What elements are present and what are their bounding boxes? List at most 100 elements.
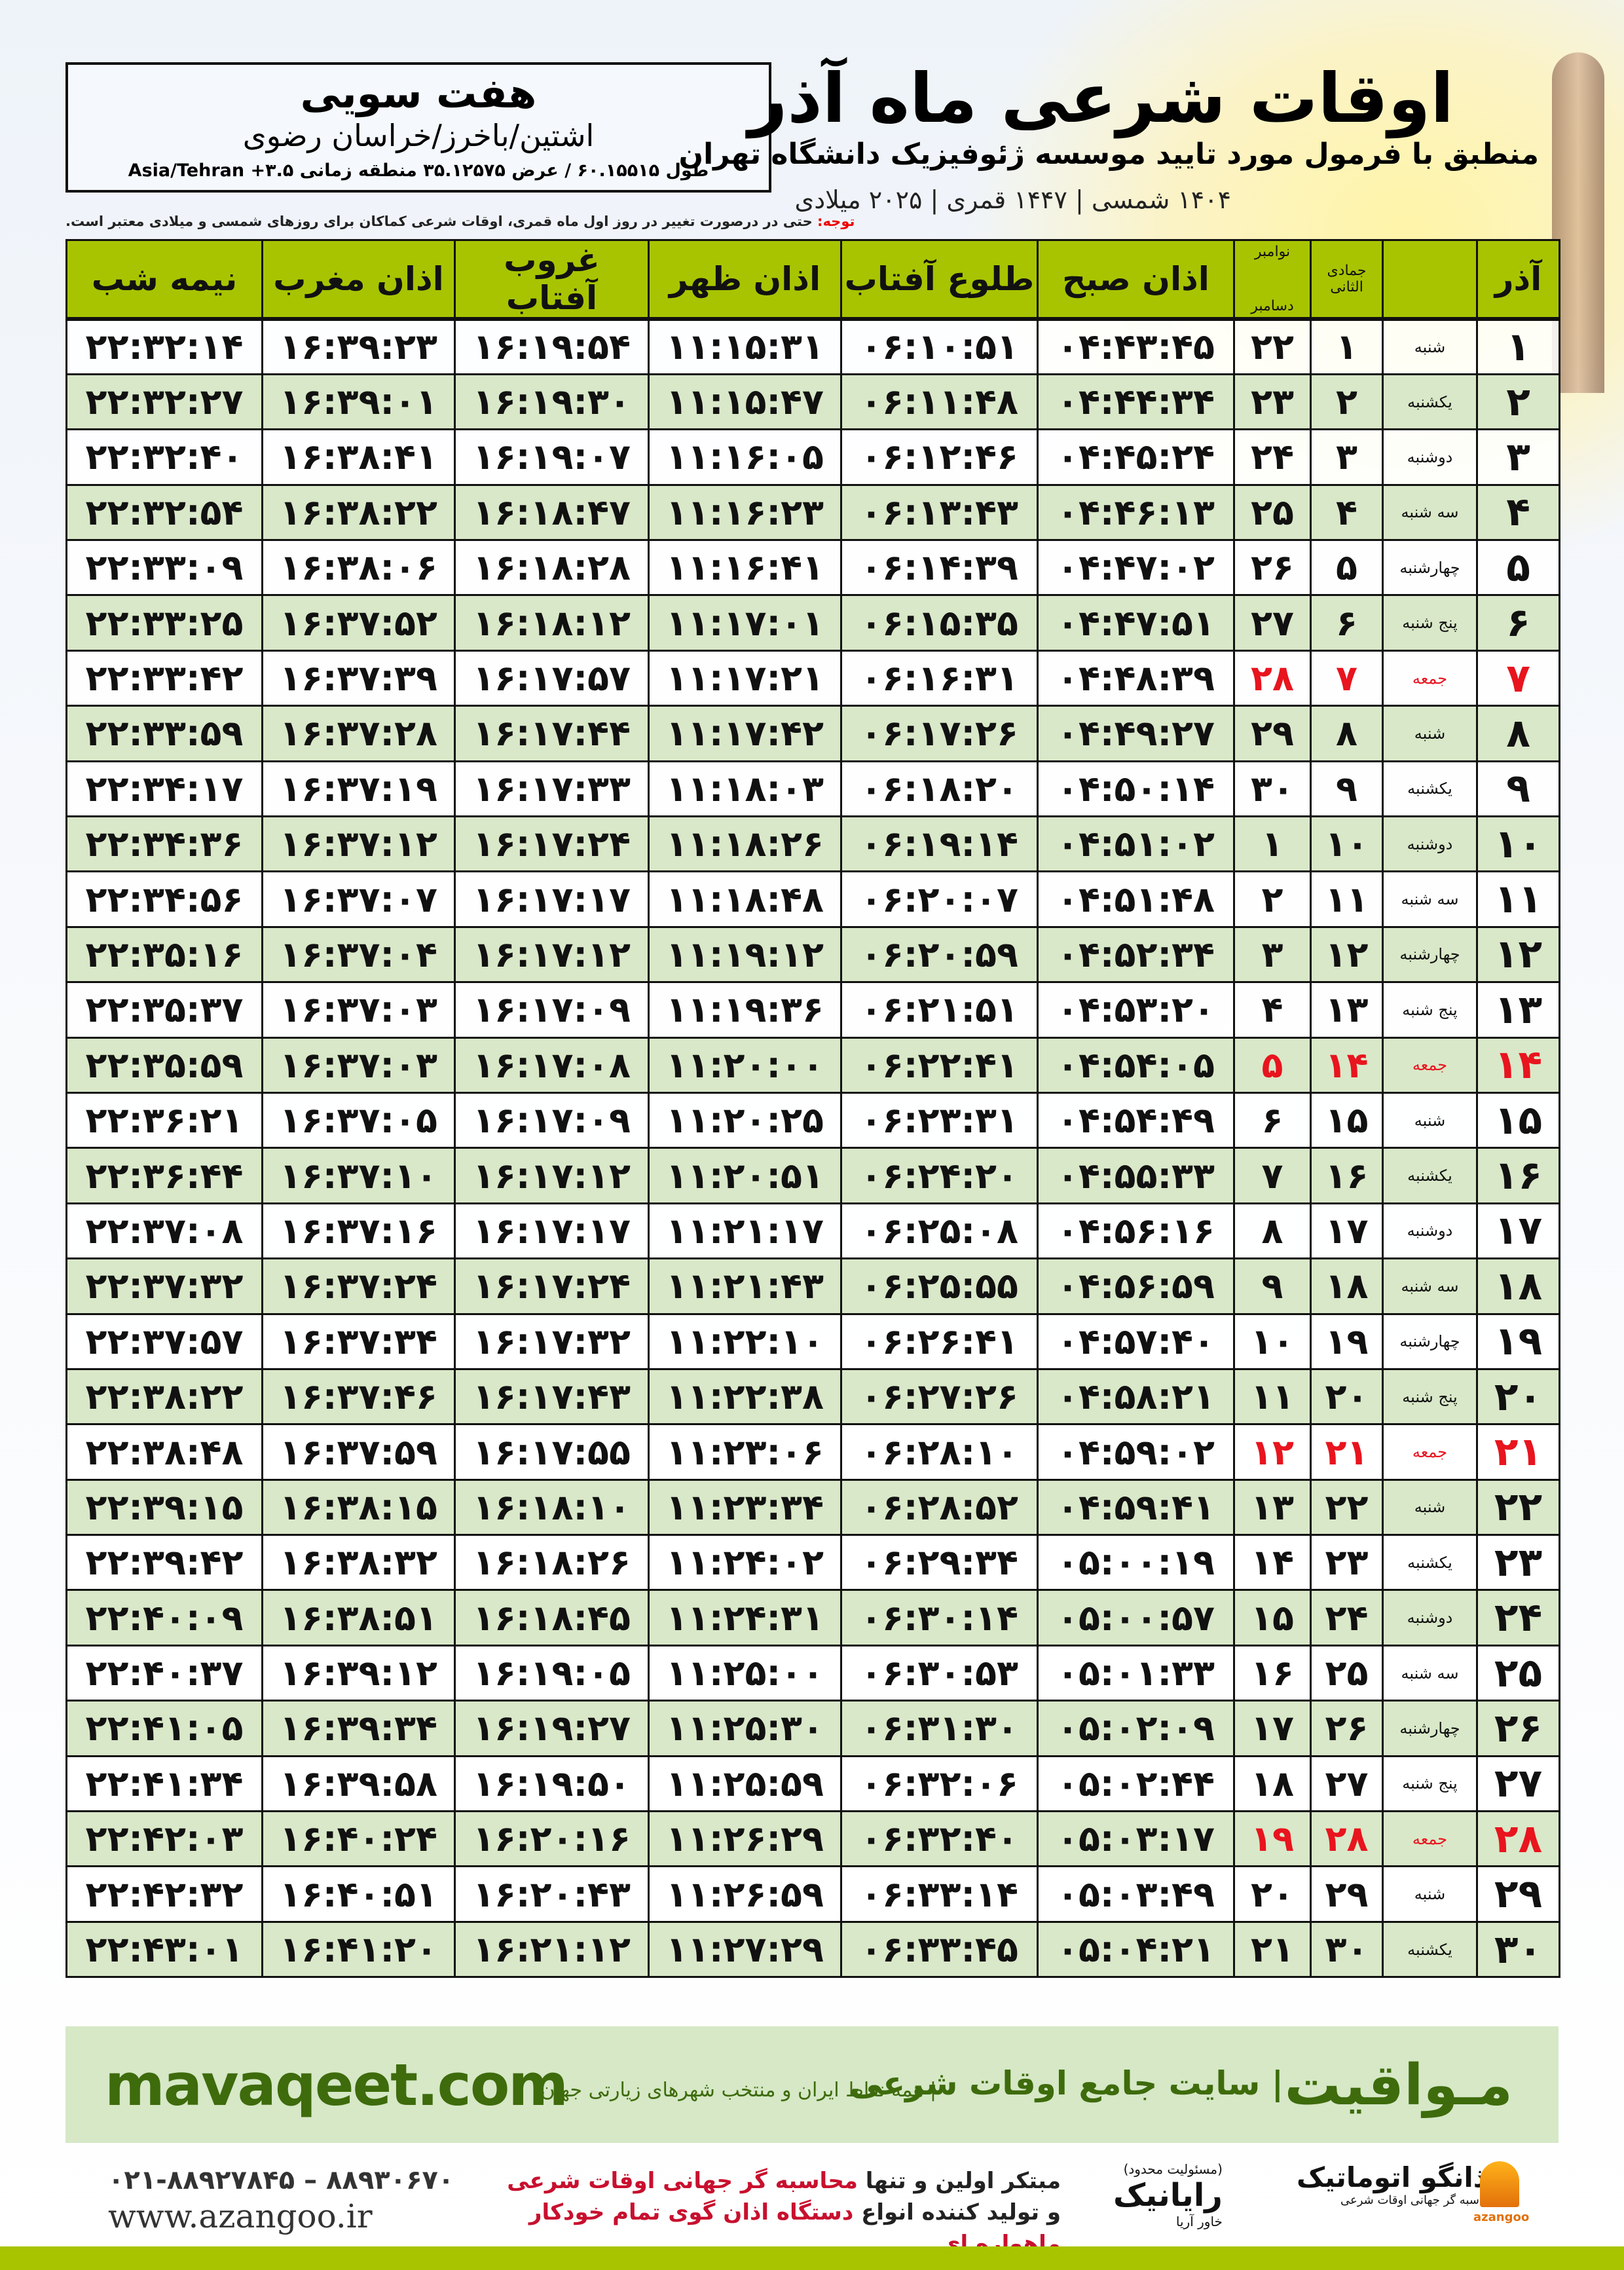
cell-midnight: ۲۲:۳۹:۴۲ [65,1534,263,1591]
cell-fajr: ۰۴:۵۱:۴۸ [1037,870,1235,928]
cell-maghrib: ۱۶:۳۷:۰۵ [261,1091,456,1149]
cell-fajr: ۰۴:۴۸:۳۹ [1037,649,1235,707]
cell-weekday: یکشنبه [1382,373,1478,431]
promo-text: مبتکر اولین و تنها محاسبه گر جهانی اوقات… [491,2165,1061,2260]
mavaqeet-subline: | همه نقاط ایران و منتخب شهرهای زیارتی ج… [540,2079,936,2102]
table-row: ۲۲ شنبه ۲۲ ۱۳ ۰۴:۵۹:۴۱ ۰۶:۲۸:۵۲ ۱۱:۲۳:۳۴ ۱۶:۱۸:… [65,1478,1560,1536]
cell-maghrib: ۱۶:۳۷:۱۹ [261,760,456,818]
cell-gregorian: ۱۸ [1233,1755,1312,1813]
header-gregorian: نوامبر دسامبر [1233,239,1312,321]
cell-sunset: ۱۶:۱۷:۳۳ [454,760,650,818]
cell-dhuhr: ۱۱:۱۷:۰۱ [648,594,842,652]
cell-sunset: ۱۶:۱۷:۵۵ [454,1423,650,1481]
cell-day: ۱۵ [1476,1091,1560,1149]
cell-dhuhr: ۱۱:۲۴:۳۱ [648,1589,842,1647]
cell-midnight: ۲۲:۴۱:۰۵ [65,1700,263,1757]
cell-gregorian: ۹ [1233,1257,1312,1315]
cell-weekday: چهارشنبه [1382,1312,1478,1370]
table-row: ۷ جمعه ۷ ۲۸ ۰۴:۴۸:۳۹ ۰۶:۱۶:۳۱ ۱۱:۱۷:۲۱ ۱۶:۱۷:۵۷… [65,649,1560,707]
cell-day: ۲۲ [1476,1478,1560,1536]
table-row: ۲۴ دوشنبه ۲۴ ۱۵ ۰۵:۰۰:۵۷ ۰۶:۳۰:۱۴ ۱۱:۲۴:۳۱ ۱۶:۱… [65,1589,1560,1647]
cell-gregorian: ۶ [1233,1091,1312,1149]
cell-maghrib: ۱۶:۳۸:۱۵ [261,1478,456,1536]
cell-midnight: ۲۲:۳۸:۴۸ [65,1423,263,1481]
cell-gregorian: ۳ [1233,925,1312,984]
cell-midnight: ۲۲:۳۶:۲۱ [65,1091,263,1149]
cell-hijri: ۲۸ [1310,1810,1384,1868]
cell-sunset: ۱۶:۱۷:۱۲ [454,925,650,984]
cell-weekday: یکشنبه [1382,760,1478,818]
cell-hijri: ۹ [1310,760,1384,818]
promo-1b: محاسبه گر جهانی اوقات شرعی [507,2168,858,2194]
minaret-decoration [1552,52,1604,393]
cell-sunrise: ۰۶:۳۰:۵۳ [840,1644,1039,1702]
rayanik-sub: خاور آریا [1175,2214,1223,2229]
cell-dhuhr: ۱۱:۱۵:۳۱ [648,318,842,375]
cell-dhuhr: ۱۱:۱۶:۰۵ [648,428,842,486]
cell-maghrib: ۱۶:۳۹:۲۳ [261,318,456,375]
cell-weekday: چهارشنبه [1382,1700,1478,1757]
cell-maghrib: ۱۶:۳۷:۵۲ [261,594,456,652]
mavaqeet-tagline: | سایت جامع اوقات شرعی [849,2064,1283,2102]
note-label: توجه: [817,214,855,229]
cell-hijri: ۱۷ [1310,1202,1384,1260]
cell-sunrise: ۰۶:۲۸:۱۰ [840,1423,1039,1481]
cell-fajr: ۰۴:۵۱:۰۲ [1037,815,1235,873]
cell-hijri: ۲۲ [1310,1478,1384,1536]
cell-maghrib: ۱۶:۳۷:۰۷ [261,870,456,928]
cell-sunrise: ۰۶:۱۸:۲۰ [840,760,1039,818]
cell-gregorian: ۱۵ [1233,1589,1312,1647]
table-row: ۲ یکشنبه ۲ ۲۳ ۰۴:۴۴:۳۴ ۰۶:۱۱:۴۸ ۱۱:۱۵:۴۷ ۱۶:۱۹:… [65,373,1560,431]
page-title: اوقات شرعی ماه آذر [748,58,1454,138]
cell-sunset: ۱۶:۱۷:۴۳ [454,1368,650,1426]
cell-hijri: ۵ [1310,539,1384,597]
mavaqeet-url[interactable]: mavaqeet.com [105,2051,568,2119]
table-row: ۵ چهارشنبه ۵ ۲۶ ۰۴:۴۷:۰۲ ۰۶:۱۴:۳۹ ۱۱:۱۶:۴۱ ۱۶:۱… [65,539,1560,597]
cell-midnight: ۲۲:۳۳:۰۹ [65,539,263,597]
cell-maghrib: ۱۶:۳۷:۲۸ [261,705,456,762]
cell-dhuhr: ۱۱:۱۷:۲۱ [648,649,842,707]
cell-dhuhr: ۱۱:۲۱:۴۳ [648,1257,842,1315]
cell-fajr: ۰۴:۵۵:۳۳ [1037,1147,1235,1204]
cell-fajr: ۰۴:۵۹:۰۲ [1037,1423,1235,1481]
cell-hijri: ۲۹ [1310,1865,1384,1923]
cell-sunset: ۱۶:۱۷:۱۷ [454,1202,650,1260]
cell-fajr: ۰۵:۰۳:۴۹ [1037,1865,1235,1923]
azangoo-sub: محاسبه گر جهانی اوقات شرعی [1340,2193,1497,2207]
cell-fajr: ۰۴:۵۳:۲۰ [1037,981,1235,1039]
cell-sunrise: ۰۶:۱۱:۴۸ [840,373,1039,431]
cell-maghrib: ۱۶:۳۸:۴۱ [261,428,456,486]
cell-gregorian: ۱ [1233,815,1312,873]
header-weekday [1382,239,1478,321]
header-maghrib: اذان مغرب [261,239,456,321]
table-row: ۲۷ پنج شنبه ۲۷ ۱۸ ۰۵:۰۲:۴۴ ۰۶:۳۲:۰۶ ۱۱:۲۵:۵۹ ۱۶… [65,1755,1560,1813]
azangoo-url[interactable]: www.azangoo.ir [108,2197,373,2235]
cell-sunset: ۱۶:۱۸:۱۰ [454,1478,650,1536]
cell-dhuhr: ۱۱:۲۵:۰۰ [648,1644,842,1702]
cell-sunrise: ۰۶:۳۳:۴۵ [840,1920,1039,1979]
cell-gregorian: ۲۶ [1233,539,1312,597]
cell-sunrise: ۰۶:۲۱:۵۱ [840,981,1039,1039]
prayer-times-table: آذر جمادی الثانی نوامبر دسامبر اذان صبح ط… [65,239,1560,1979]
header-greg-bottom: دسامبر [1251,298,1294,314]
cell-dhuhr: ۱۱:۲۷:۲۹ [648,1920,842,1979]
table-row: ۱۲ چهارشنبه ۱۲ ۳ ۰۴:۵۲:۳۴ ۰۶:۲۰:۵۹ ۱۱:۱۹:۱۲ ۱۶:… [65,925,1560,984]
cell-hijri: ۷ [1310,649,1384,707]
cell-day: ۲ [1476,373,1560,431]
table-row: ۱ شنبه ۱ ۲۲ ۰۴:۴۳:۴۵ ۰۶:۱۰:۵۱ ۱۱:۱۵:۳۱ ۱۶:۱۹:۵۴… [65,318,1560,375]
cell-day: ۲۸ [1476,1810,1560,1868]
cell-sunrise: ۰۶:۲۸:۵۲ [840,1478,1039,1536]
cell-fajr: ۰۴:۵۶:۵۹ [1037,1257,1235,1315]
cell-gregorian: ۴ [1233,981,1312,1039]
cell-sunset: ۱۶:۱۸:۴۵ [454,1589,650,1647]
cell-maghrib: ۱۶:۳۹:۱۲ [261,1644,456,1702]
cell-fajr: ۰۴:۵۷:۴۰ [1037,1312,1235,1370]
cell-dhuhr: ۱۱:۱۷:۴۲ [648,705,842,762]
cell-fajr: ۰۴:۴۴:۳۴ [1037,373,1235,431]
table-row: ۶ پنج شنبه ۶ ۲۷ ۰۴:۴۷:۵۱ ۰۶:۱۵:۳۵ ۱۱:۱۷:۰۱ ۱۶:۱… [65,594,1560,652]
cell-fajr: ۰۴:۵۴:۴۹ [1037,1091,1235,1149]
cell-dhuhr: ۱۱:۲۰:۰۰ [648,1036,842,1094]
cell-sunset: ۱۶:۱۷:۲۴ [454,815,650,873]
cell-day: ۱۶ [1476,1147,1560,1204]
cell-dhuhr: ۱۱:۱۹:۱۲ [648,925,842,984]
